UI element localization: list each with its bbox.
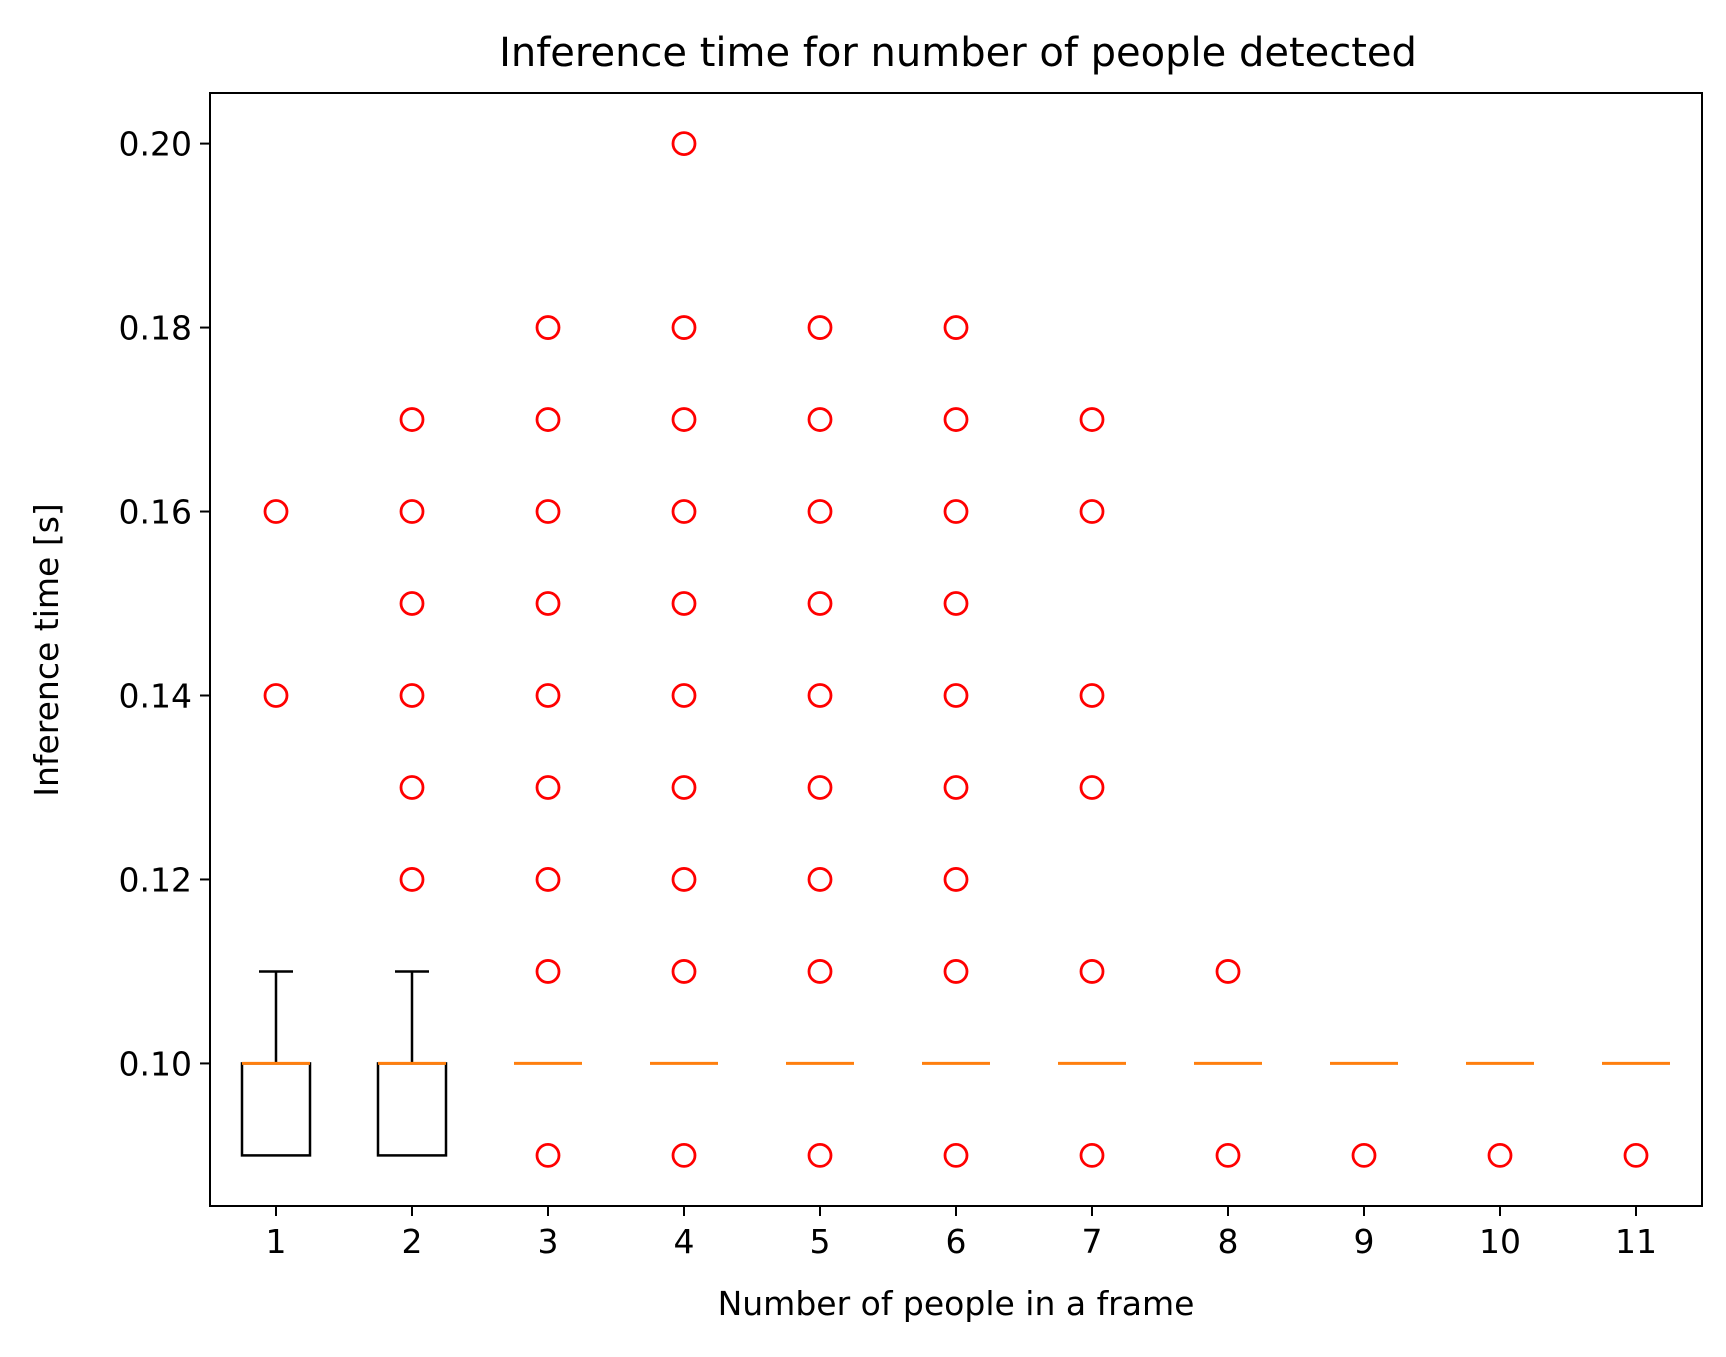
outlier-point xyxy=(263,499,289,524)
box-body xyxy=(376,1062,448,1157)
outlier-point xyxy=(535,775,561,800)
x-tick-label: 10 xyxy=(1479,1222,1521,1261)
outlier-point xyxy=(535,499,561,524)
outlier-point xyxy=(1079,499,1105,524)
x-tick-label: 4 xyxy=(674,1222,695,1261)
outlier-point xyxy=(1079,683,1105,708)
outlier-point xyxy=(1487,1143,1513,1168)
outlier-point xyxy=(671,315,697,340)
x-tick-label: 2 xyxy=(402,1222,423,1261)
y-tick-label: 0.10 xyxy=(119,1044,192,1083)
outlier-point xyxy=(671,591,697,616)
box-body xyxy=(240,1062,312,1157)
outlier-point xyxy=(807,1143,833,1168)
outlier-point xyxy=(671,775,697,800)
y-axis-label: Inference time [s] xyxy=(27,503,66,797)
outlier-point xyxy=(943,959,969,984)
x-tick-label: 1 xyxy=(266,1222,287,1261)
outlier-point xyxy=(1079,775,1105,800)
chart-title: Inference time for number of people dete… xyxy=(499,30,1417,76)
outlier-point xyxy=(807,683,833,708)
outlier-point xyxy=(671,1143,697,1168)
outlier-point xyxy=(1079,1143,1105,1168)
outlier-point xyxy=(399,867,425,892)
y-tick-label: 0.14 xyxy=(119,676,192,715)
outlier-point xyxy=(943,683,969,708)
outlier-point xyxy=(1079,407,1105,432)
x-tick-label: 3 xyxy=(538,1222,559,1261)
outlier-point xyxy=(671,499,697,524)
outlier-point xyxy=(1215,959,1241,984)
outlier-point xyxy=(943,315,969,340)
outlier-point xyxy=(671,131,697,156)
outlier-point xyxy=(671,867,697,892)
outlier-point xyxy=(263,683,289,708)
outlier-point xyxy=(1623,1143,1649,1168)
outlier-point xyxy=(399,591,425,616)
outlier-point xyxy=(1215,1143,1241,1168)
y-tick-label: 0.16 xyxy=(119,493,192,532)
outlier-point xyxy=(807,499,833,524)
outlier-point xyxy=(1351,1143,1377,1168)
outlier-point xyxy=(535,407,561,432)
outlier-point xyxy=(807,407,833,432)
x-tick-label: 6 xyxy=(946,1222,967,1261)
outlier-point xyxy=(807,867,833,892)
outlier-point xyxy=(807,591,833,616)
outlier-point xyxy=(807,775,833,800)
outlier-point xyxy=(943,1143,969,1168)
x-tick-label: 5 xyxy=(810,1222,831,1261)
outlier-point xyxy=(535,591,561,616)
x-tick-label: 8 xyxy=(1218,1222,1239,1261)
x-tick-label: 9 xyxy=(1354,1222,1375,1261)
outlier-point xyxy=(535,867,561,892)
x-axis-label: Number of people in a frame xyxy=(718,1284,1195,1323)
plot-area: 0.10 0.12 0.14 0.16 0.18 0.20 1 2 3 4 5 6 7 8 9 10 11 xyxy=(119,125,1670,1261)
outlier-point xyxy=(399,775,425,800)
outlier-point xyxy=(535,315,561,340)
outlier-point xyxy=(943,775,969,800)
outlier-point xyxy=(535,683,561,708)
outlier-point xyxy=(535,959,561,984)
outlier-point xyxy=(399,499,425,524)
y-tick-label: 0.20 xyxy=(119,125,192,164)
outlier-point xyxy=(807,315,833,340)
outlier-point xyxy=(943,867,969,892)
outlier-point xyxy=(671,959,697,984)
outlier-point xyxy=(399,683,425,708)
plot-frame xyxy=(209,92,1703,1207)
outlier-point xyxy=(535,1143,561,1168)
x-tick-label: 11 xyxy=(1615,1222,1657,1261)
outlier-point xyxy=(671,683,697,708)
outlier-point xyxy=(943,591,969,616)
y-tick-label: 0.18 xyxy=(119,309,192,348)
outlier-point xyxy=(943,499,969,524)
y-tick-label: 0.12 xyxy=(119,860,192,899)
x-tick-label: 7 xyxy=(1082,1222,1103,1261)
outlier-point xyxy=(807,959,833,984)
outlier-point xyxy=(671,407,697,432)
outlier-point xyxy=(1079,959,1105,984)
outlier-point xyxy=(943,407,969,432)
outlier-point xyxy=(399,407,425,432)
